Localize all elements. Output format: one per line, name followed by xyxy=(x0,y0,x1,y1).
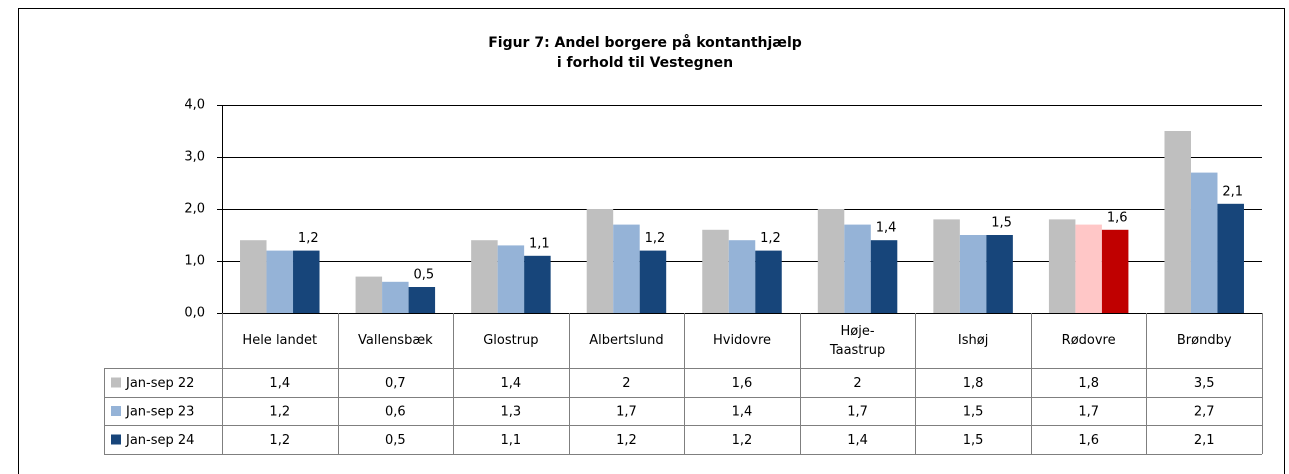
table-cell: 1,7 xyxy=(616,405,637,420)
bar xyxy=(1217,203,1244,313)
bar xyxy=(266,250,294,313)
table-cell: 1,4 xyxy=(501,376,522,391)
bar xyxy=(524,255,551,313)
bar xyxy=(959,235,987,313)
bar xyxy=(471,240,498,313)
bar xyxy=(817,209,845,313)
table-cell: 1,1 xyxy=(501,433,522,448)
table-cell: 2,7 xyxy=(1194,405,1215,420)
bar xyxy=(1190,172,1218,313)
legend-label: Jan-sep 24 xyxy=(125,433,194,448)
legend-label: Jan-sep 22 xyxy=(125,376,194,391)
chart-title: Figur 7: Andel borgere på kontanthjælp i… xyxy=(488,35,802,71)
category-label: Rødovre xyxy=(1061,333,1116,348)
y-tick-label: 2,0 xyxy=(184,202,205,217)
table-cell: 2,1 xyxy=(1194,433,1215,448)
category-label: Ishøj xyxy=(957,333,989,348)
bar xyxy=(293,250,320,313)
category-label: Vallensbæk xyxy=(358,333,433,348)
table-cell: 2 xyxy=(622,376,630,391)
legend-swatch xyxy=(111,377,121,388)
bar xyxy=(497,245,525,313)
table-cell: 0,7 xyxy=(385,376,406,391)
bar xyxy=(613,224,640,313)
data-label: 1,6 xyxy=(1107,210,1128,225)
bar xyxy=(240,240,267,313)
table-cell: 1,4 xyxy=(269,376,290,391)
y-tick-label: 3,0 xyxy=(184,150,205,165)
bar xyxy=(1164,131,1191,313)
bar xyxy=(1075,224,1102,313)
bar xyxy=(1101,229,1129,313)
bar xyxy=(702,229,729,313)
category-label: Brøndby xyxy=(1176,333,1232,348)
bar xyxy=(933,219,960,313)
table-cell: 1,4 xyxy=(847,433,868,448)
bar xyxy=(844,224,871,313)
bar xyxy=(355,276,383,313)
bar xyxy=(1048,219,1076,313)
data-label: 1,2 xyxy=(645,231,666,246)
data-label: 2,1 xyxy=(1222,184,1243,199)
table-cell: 1,7 xyxy=(1078,405,1099,420)
category-label: Hele landet xyxy=(242,333,318,348)
table-cell: 1,5 xyxy=(963,433,984,448)
category-label: Hvidovre xyxy=(712,333,772,348)
table-cell: 1,3 xyxy=(501,405,522,420)
bar xyxy=(870,240,898,313)
table-cell: 1,2 xyxy=(732,433,753,448)
data-label: 1,5 xyxy=(991,216,1012,231)
table-cell: 1,5 xyxy=(963,405,984,420)
table-cell: 1,8 xyxy=(1078,376,1099,391)
bar xyxy=(586,209,614,313)
bar xyxy=(986,235,1013,313)
table-cell: 1,4 xyxy=(732,405,753,420)
table-cell: 1,2 xyxy=(269,405,290,420)
bar xyxy=(408,287,436,313)
category-label: Glostrup xyxy=(483,333,539,348)
y-tick-label: 0,0 xyxy=(184,306,205,321)
data-label: 1,2 xyxy=(760,231,781,246)
table-cell: 0,6 xyxy=(385,405,406,420)
bar xyxy=(639,250,667,313)
legend-swatch xyxy=(111,406,121,416)
legend-label: Jan-sep 23 xyxy=(125,405,194,420)
table-cell: 2 xyxy=(853,376,861,391)
table-cell: 0,5 xyxy=(385,433,406,448)
y-tick-label: 1,0 xyxy=(184,254,205,269)
chart-border xyxy=(18,8,1285,474)
table-cell: 1,6 xyxy=(1078,433,1099,448)
table-cell: 1,8 xyxy=(963,376,984,391)
y-tick-label: 4,0 xyxy=(184,98,205,113)
legend-swatch xyxy=(111,434,121,445)
table-cell: 1,2 xyxy=(616,433,637,448)
bar xyxy=(755,250,782,313)
table-cell: 1,6 xyxy=(732,376,753,391)
table-cell: 1,2 xyxy=(269,433,290,448)
table-cell: 1,7 xyxy=(847,405,868,420)
data-label: 1,4 xyxy=(876,221,897,236)
category-label: Albertslund xyxy=(589,333,664,348)
data-label: 1,1 xyxy=(529,236,550,251)
data-label: 0,5 xyxy=(413,268,434,283)
category-label: Høje- Taastrup xyxy=(829,323,886,358)
bar xyxy=(728,240,756,313)
table-cell: 3,5 xyxy=(1194,376,1215,391)
data-label: 1,2 xyxy=(298,231,319,246)
bar xyxy=(382,281,409,313)
